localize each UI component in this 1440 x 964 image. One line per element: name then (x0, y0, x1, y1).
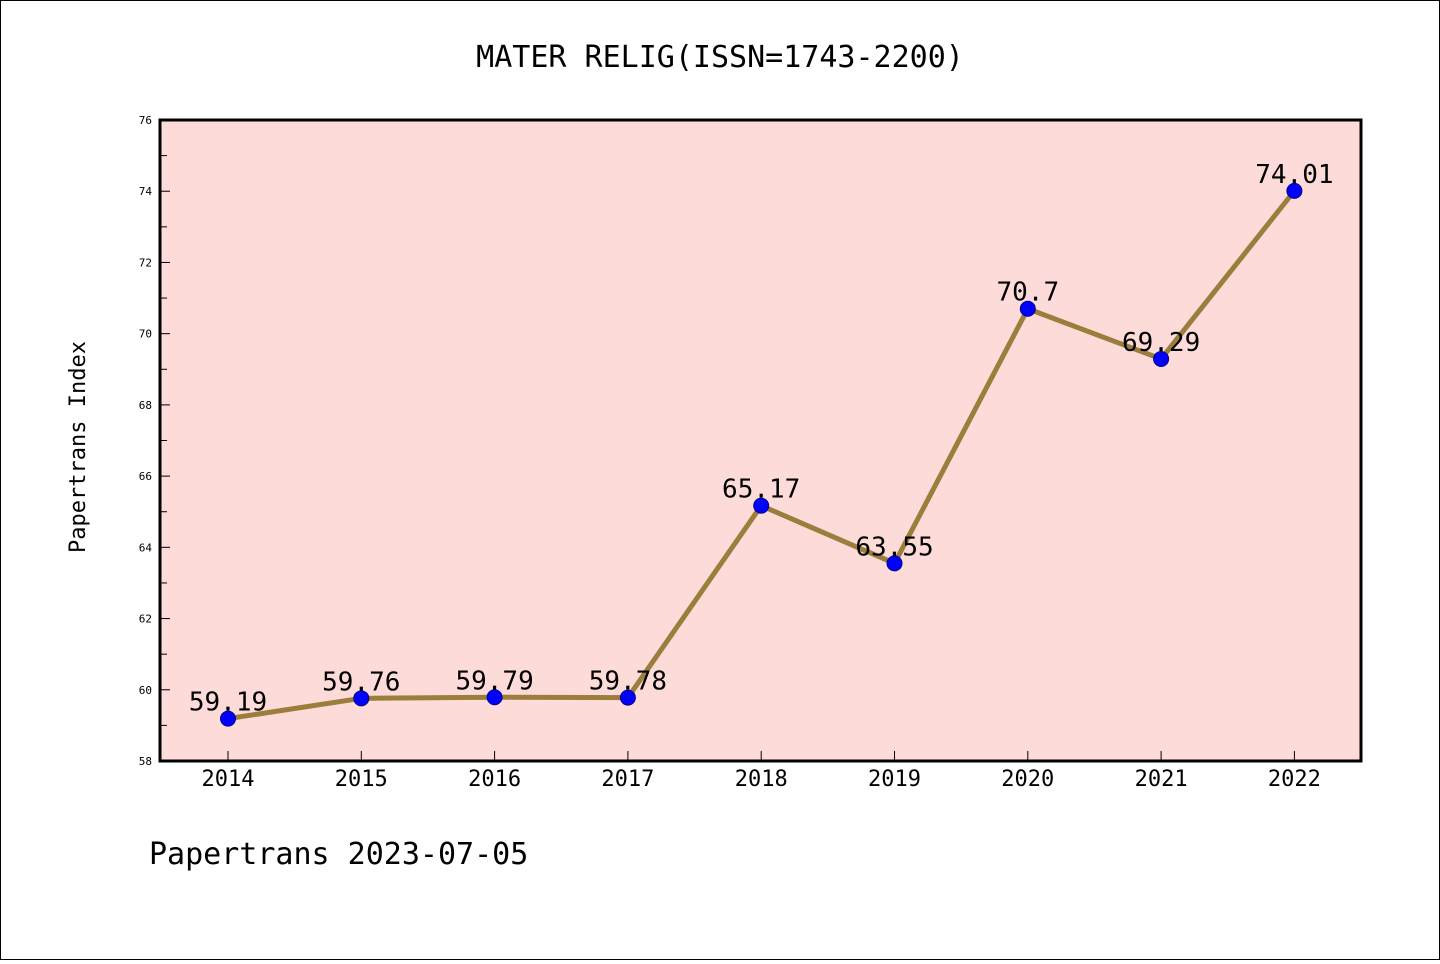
x-axis: 2014 2015 2016 2017 2018 2019 2020 2021 2022 (202, 751, 1321, 792)
data-label: 69.29 (1122, 328, 1200, 358)
data-point (1153, 350, 1170, 367)
y-axis: 58 60 62 64 66 68 70 72 74 76 (139, 114, 170, 768)
data-point (486, 689, 503, 706)
data-label: 74.01 (1255, 160, 1333, 190)
x-tick-label: 2014 (202, 767, 255, 792)
x-tick-label: 2015 (335, 767, 388, 792)
data-point (619, 689, 636, 706)
data-point (886, 555, 903, 572)
y-tick-label: 70 (139, 328, 152, 341)
x-tick-label: 2018 (735, 767, 788, 792)
y-tick-label: 76 (139, 114, 152, 127)
y-tick-label: 64 (139, 541, 153, 554)
data-label: 63.55 (855, 532, 933, 562)
data-point (1286, 182, 1303, 199)
y-tick-label: 60 (139, 684, 152, 697)
data-point (1019, 300, 1036, 317)
series-line-group (220, 182, 1303, 727)
data-label: 59.76 (322, 667, 400, 697)
x-tick-label: 2017 (601, 767, 654, 792)
data-label: 59.19 (189, 688, 267, 718)
data-point (220, 710, 236, 727)
data-label: 70.7 (996, 278, 1059, 308)
y-tick-label: 68 (139, 399, 152, 412)
footer-text: Papertrans 2023-07-05 (149, 837, 528, 872)
x-tick-label: 2019 (868, 767, 921, 792)
y-axis-label: Papertrans Index (66, 341, 91, 553)
y-tick-label: 72 (139, 256, 152, 269)
data-labels: 59.19 59.76 59.79 59.78 65.17 63.55 70.7 69.29 7… (189, 160, 1334, 718)
data-label: 59.78 (589, 667, 667, 697)
data-label: 59.79 (455, 666, 533, 696)
data-label: 65.17 (722, 475, 800, 505)
y-tick-label: 58 (139, 755, 152, 768)
x-tick-label: 2021 (1135, 767, 1188, 792)
y-tick-label: 62 (139, 613, 152, 626)
y-tick-label: 74 (139, 185, 153, 198)
plot-area (158, 118, 1363, 763)
x-tick-label: 2020 (1001, 767, 1054, 792)
x-tick-label: 2022 (1268, 767, 1321, 792)
x-tick-label: 2016 (468, 767, 521, 792)
chart-title: MATER RELIG(ISSN=1743-2200) (476, 40, 964, 75)
data-point (353, 690, 370, 707)
data-point (753, 497, 770, 514)
y-tick-label: 66 (139, 470, 152, 483)
